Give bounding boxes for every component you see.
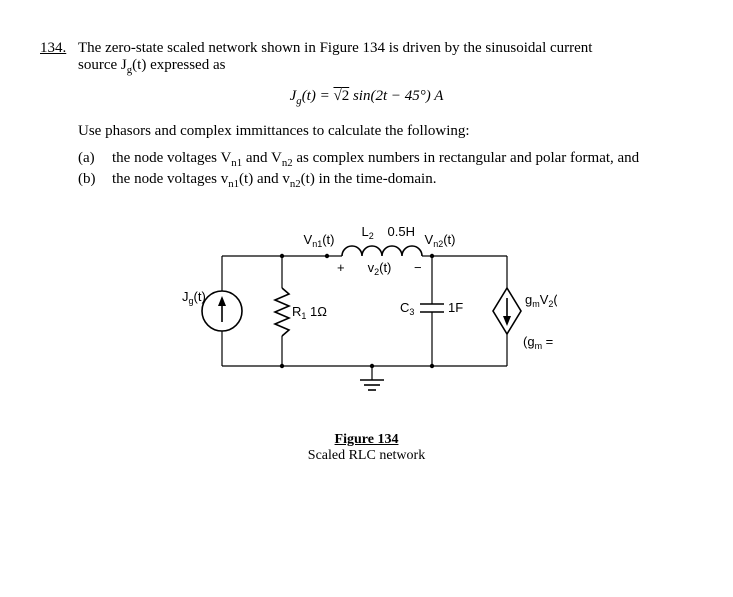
instruction: Use phasors and complex immittances to c… [78,123,693,140]
part-b-label: (b) [78,171,112,190]
part-b: (b) the node voltages vn1(t) and vn2(t) … [78,171,693,190]
part-a-text: the node voltages Vn1 and Vn2 as complex… [112,150,693,169]
problem-number: 134. [40,40,78,76]
svg-text:v2(t): v2(t) [367,260,391,277]
circuit-svg: Jg(t) R1 1Ω Vn1(t) L2 0.5H + v2(t) −Vn2(t) C3 1F gm… [177,216,557,426]
svg-text:R1: R1 [292,304,306,321]
problem-text-line2-post: (t) expressed as [132,57,225,73]
problem-statement: 134. The zero-state scaled network shown… [40,40,693,76]
svg-text:gmV2(t): gmV2(t) [525,292,557,309]
svg-text:Vn2(t): Vn2(t) [424,232,455,249]
figure-caption-sub: Scaled RLC network [308,448,425,463]
svg-text:L2: L2 [361,224,373,241]
problem-text-line2-pre: source J [78,57,127,73]
svg-text:1Ω: 1Ω [310,304,327,319]
part-a: (a) the node voltages Vn1 and Vn2 as com… [78,150,693,169]
equation: Jg(t) = √2 sin(2t − 45°) A [40,88,693,107]
svg-text:C3: C3 [400,300,414,317]
svg-text:Vn1(t): Vn1(t) [303,232,334,249]
parts-list: (a) the node voltages Vn1 and Vn2 as com… [78,150,693,190]
svg-text:0.5H: 0.5H [387,224,414,239]
part-b-text: the node voltages vn1(t) and vn2(t) in t… [112,171,693,190]
svg-text:−: − [414,260,422,275]
svg-text:Jg(t): Jg(t) [182,289,206,306]
svg-text:1F: 1F [448,300,463,315]
problem-text: The zero-state scaled network shown in F… [78,40,693,76]
figure-caption-title: Figure 134 [335,432,399,447]
figure-caption: Figure 134 Scaled RLC network [40,432,693,464]
svg-text:(gm = 3S): (gm = 3S) [523,334,557,351]
svg-text:+: + [337,260,345,275]
eq-sin: sin(2t − 45°) A [349,88,443,104]
eq-lparen: (t) = [302,88,334,104]
part-a-label: (a) [78,150,112,169]
problem-text-line1: The zero-state scaled network shown in F… [78,40,592,56]
circuit-figure: Jg(t) R1 1Ω Vn1(t) L2 0.5H + v2(t) −Vn2(t) C3 1F gm… [40,216,693,464]
